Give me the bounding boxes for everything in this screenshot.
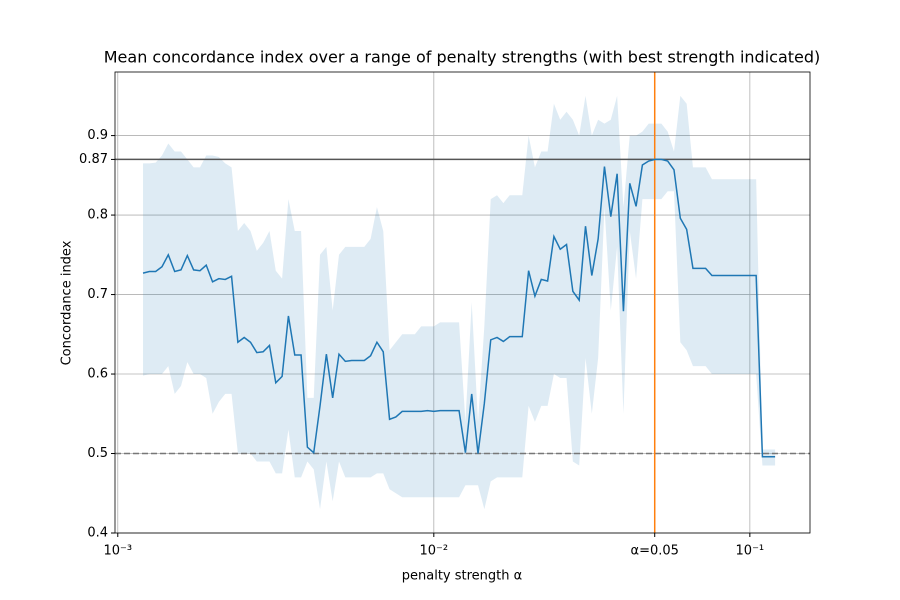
- y-tick-label: 0.9: [87, 128, 108, 143]
- axes-frame: [114, 71, 811, 534]
- y-tick-label: 0.4: [87, 526, 108, 541]
- y-tick-label: 0.87: [79, 152, 108, 167]
- x-tick-label: α=0.05: [631, 544, 679, 559]
- chart-title: Mean concordance index over a range of p…: [104, 48, 821, 67]
- x-tick-label: 10⁻²: [419, 544, 448, 559]
- y-tick-label: 0.6: [87, 367, 108, 382]
- y-tick-label: 0.8: [87, 208, 108, 223]
- x-tick-label: 10⁻³: [103, 544, 132, 559]
- x-axis-label: penalty strength α: [402, 569, 522, 584]
- x-tick-label: 10⁻¹: [736, 544, 765, 559]
- y-tick-label: 0.5: [87, 446, 108, 461]
- data-line: [142, 158, 776, 458]
- confidence-band: [143, 95, 776, 510]
- y-tick-label: 0.7: [87, 287, 108, 302]
- y-axis-label: Concordance index: [60, 240, 75, 365]
